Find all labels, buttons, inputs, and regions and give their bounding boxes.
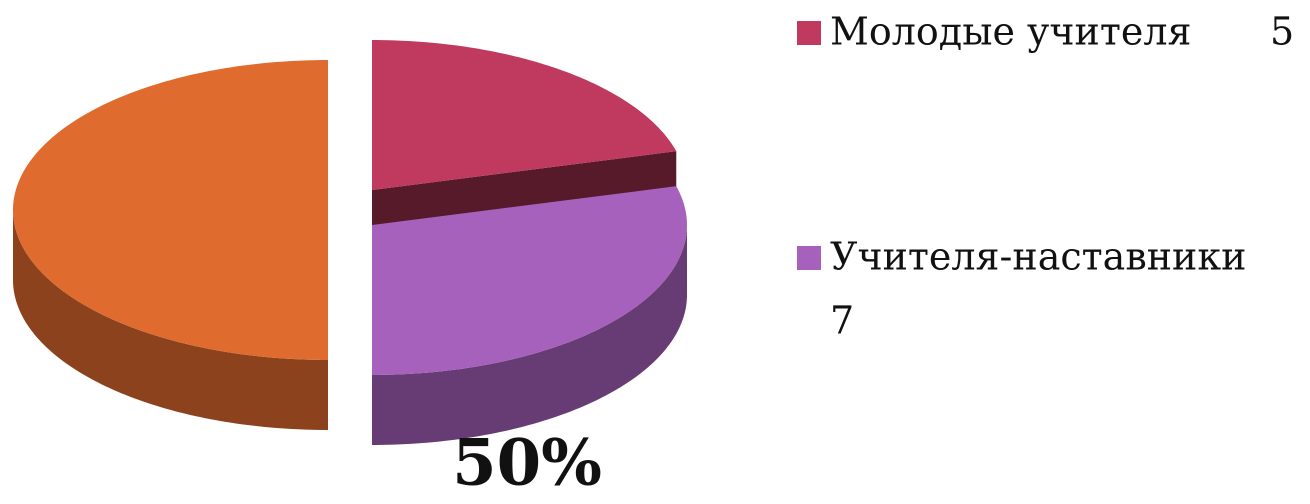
data-label: 50% (452, 426, 602, 501)
slice (372, 40, 677, 190)
legend-label: Учителя-наставники (830, 235, 1246, 279)
legend-swatch (797, 21, 821, 45)
slice (372, 186, 687, 375)
slice (13, 60, 328, 360)
slice-side (372, 225, 687, 445)
legend-value: 7 (830, 299, 854, 343)
slice-side (13, 210, 328, 430)
legend-value: 5 (1270, 10, 1294, 54)
legend-label: Молодые учителя (830, 10, 1191, 54)
legend-swatch (797, 246, 821, 270)
